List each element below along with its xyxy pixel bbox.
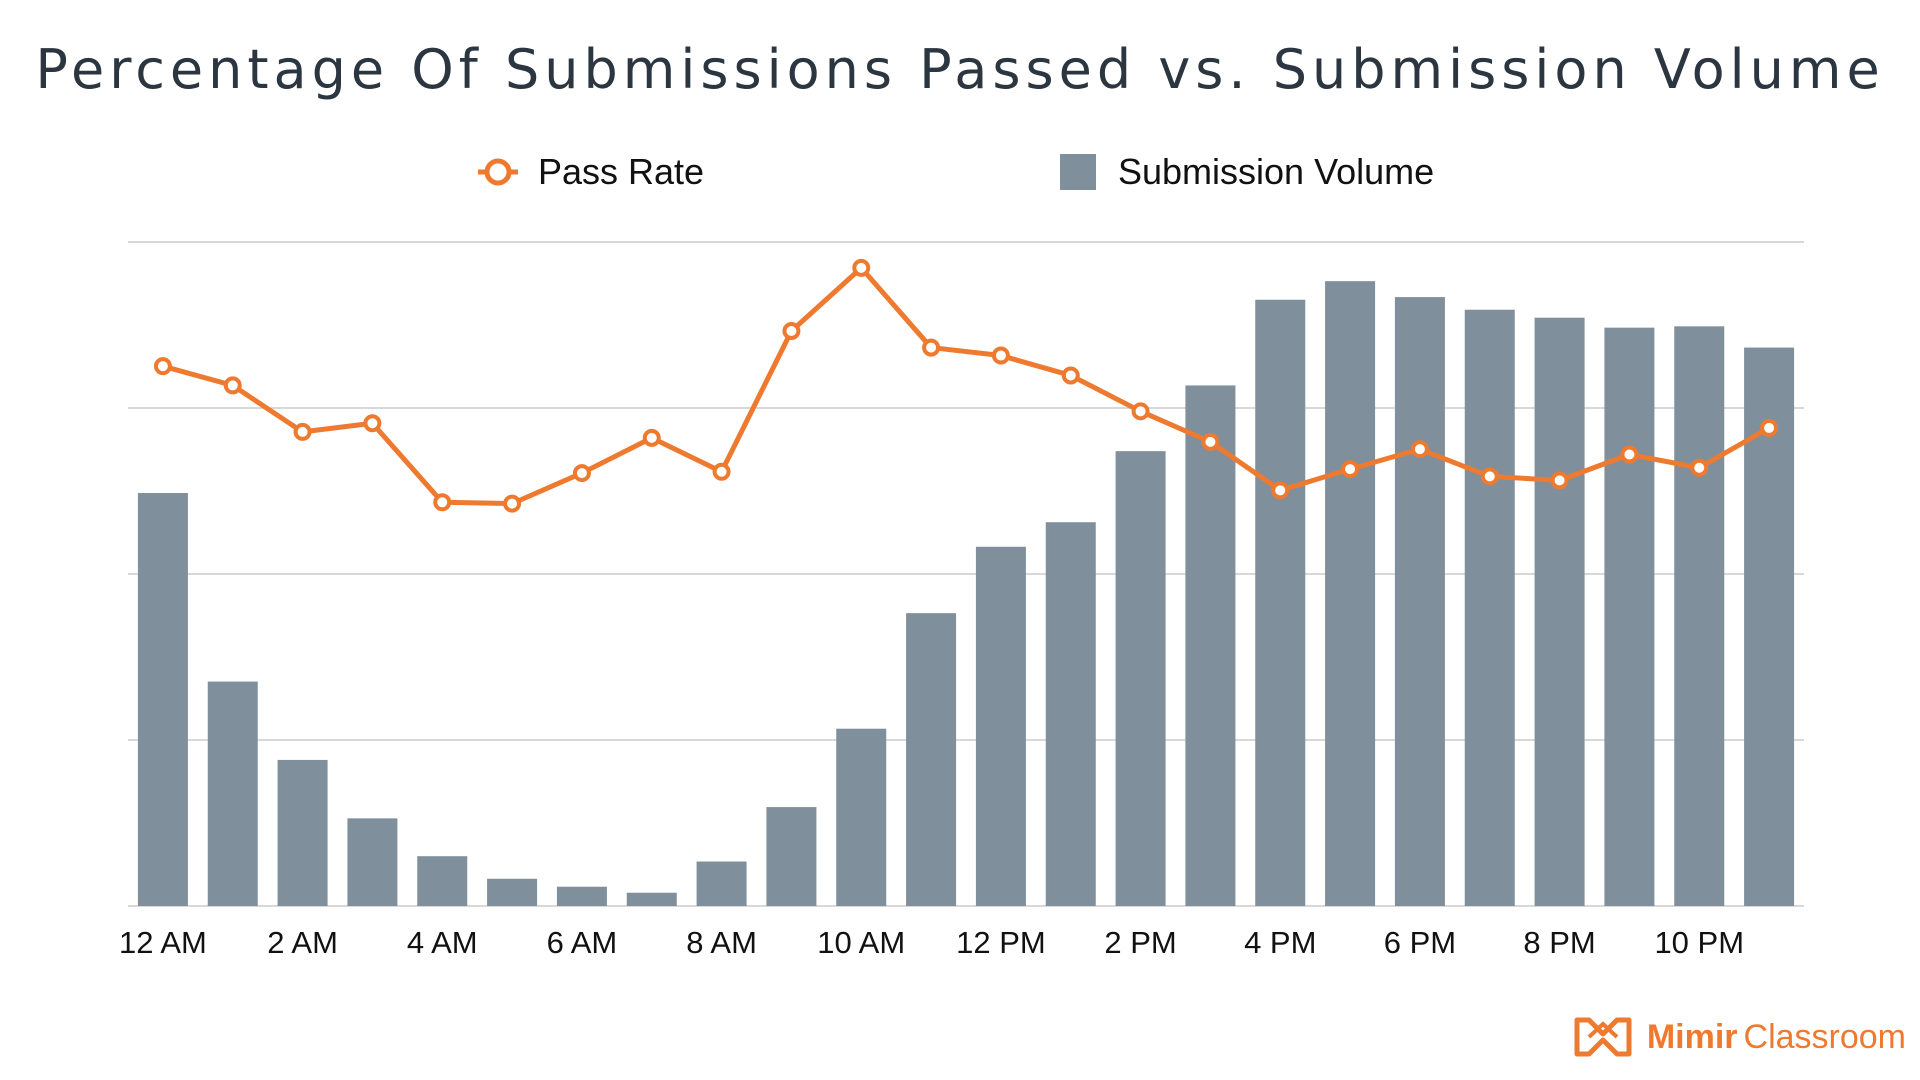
point-pass-rate bbox=[1480, 467, 1499, 486]
point-pass-rate bbox=[1061, 366, 1080, 385]
point-pass-rate bbox=[1550, 471, 1569, 490]
point-pass-rate bbox=[642, 428, 661, 447]
point-pass-rate bbox=[223, 376, 242, 395]
line-pass-rate bbox=[162, 265, 1771, 507]
bar-submission-volume bbox=[137, 492, 188, 906]
x-tick-label: 8 AM bbox=[686, 925, 757, 960]
chart-title: Percentage Of Submissions Passed vs. Sub… bbox=[35, 38, 1885, 101]
brand-logo: Mimir Classroom bbox=[1573, 1012, 1906, 1062]
point-pass-rate bbox=[293, 422, 312, 441]
point-pass-rate bbox=[1410, 440, 1429, 459]
bar-submission-volume bbox=[417, 856, 468, 906]
legend-label-submission-volume: Submission Volume bbox=[1118, 151, 1435, 192]
x-tick-label: 10 AM bbox=[817, 925, 905, 960]
bar-submission-volume bbox=[1115, 451, 1166, 906]
bar-submission-volume bbox=[1744, 347, 1795, 906]
bar-submission-volume bbox=[556, 886, 607, 906]
chart-legend: Pass Rate Submission Volume bbox=[0, 142, 1920, 202]
bar-submission-volume bbox=[1185, 385, 1236, 906]
x-tick-label: 4 AM bbox=[407, 925, 478, 960]
x-tick-label: 2 AM bbox=[267, 925, 338, 960]
point-pass-rate bbox=[572, 464, 591, 483]
x-tick-label: 4 PM bbox=[1244, 925, 1316, 960]
point-pass-rate bbox=[991, 346, 1010, 365]
point-pass-rate bbox=[852, 258, 871, 277]
bar-submission-volume bbox=[1534, 317, 1585, 906]
point-pass-rate bbox=[1201, 432, 1220, 451]
bar-submission-volume bbox=[696, 861, 747, 906]
bar-submission-volume bbox=[626, 892, 677, 906]
x-tick-label: 12 AM bbox=[119, 925, 207, 960]
bar-submission-volume bbox=[1045, 522, 1096, 906]
bar-submission-volume bbox=[1325, 281, 1376, 906]
legend-item-submission-volume: Submission Volume bbox=[1060, 142, 1434, 202]
x-tick-label: 10 PM bbox=[1654, 925, 1744, 960]
point-pass-rate bbox=[153, 357, 172, 376]
point-pass-rate bbox=[433, 493, 452, 512]
bar-submission-volume bbox=[1394, 297, 1445, 906]
x-tick-label: 6 AM bbox=[547, 925, 618, 960]
point-pass-rate bbox=[1341, 460, 1360, 479]
point-pass-rate bbox=[1131, 402, 1150, 421]
legend-line-marker-icon bbox=[478, 158, 518, 186]
logo-brand-bold: Mimir bbox=[1646, 1017, 1738, 1056]
bar-submission-volume bbox=[975, 546, 1026, 906]
point-pass-rate bbox=[1690, 458, 1709, 477]
point-pass-rate bbox=[1760, 418, 1779, 437]
point-pass-rate bbox=[1620, 445, 1639, 464]
bar-submission-volume bbox=[906, 613, 957, 906]
bar-submission-volume bbox=[1604, 327, 1655, 906]
bar-submission-volume bbox=[347, 818, 398, 906]
logo-brand-light: Classroom bbox=[1743, 1017, 1906, 1056]
bar-submission-volume bbox=[1464, 309, 1515, 906]
x-tick-label: 6 PM bbox=[1384, 925, 1456, 960]
bar-submission-volume bbox=[487, 878, 538, 906]
bar-submission-volume bbox=[766, 807, 817, 906]
x-tick-label: 8 PM bbox=[1523, 925, 1595, 960]
bar-submission-volume bbox=[1255, 299, 1306, 906]
x-tick-label: 2 PM bbox=[1104, 925, 1176, 960]
bar-submission-volume bbox=[277, 759, 328, 906]
point-pass-rate bbox=[503, 494, 522, 513]
point-pass-rate bbox=[1271, 481, 1290, 500]
x-tick-label: 12 PM bbox=[956, 925, 1046, 960]
point-pass-rate bbox=[782, 321, 801, 340]
legend-bar-swatch-icon bbox=[1060, 154, 1096, 190]
bar-submission-volume bbox=[1674, 326, 1725, 906]
legend-item-pass-rate: Pass Rate bbox=[478, 142, 704, 202]
point-pass-rate bbox=[922, 338, 941, 357]
legend-label-pass-rate: Pass Rate bbox=[538, 151, 705, 192]
mimir-logo-icon bbox=[1574, 1017, 1632, 1057]
point-pass-rate bbox=[363, 414, 382, 433]
bar-submission-volume bbox=[207, 681, 258, 906]
bar-submission-volume bbox=[836, 728, 887, 906]
point-pass-rate bbox=[712, 462, 731, 481]
